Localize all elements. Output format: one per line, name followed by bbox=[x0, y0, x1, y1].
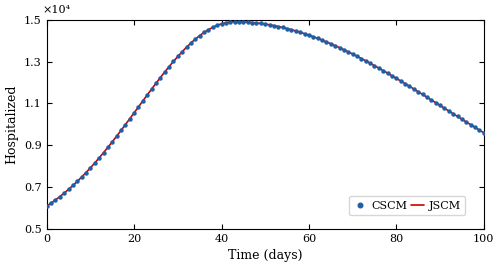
Line: JSCM: JSCM bbox=[46, 22, 484, 206]
X-axis label: Time (days): Time (days) bbox=[228, 250, 302, 262]
JSCM bbox=[249, 21, 255, 24]
Y-axis label: Hospitalized: Hospitalized bbox=[6, 85, 18, 164]
CSCM bbox=[481, 131, 487, 134]
Text: ×10⁴: ×10⁴ bbox=[42, 6, 70, 16]
JSCM bbox=[232, 20, 237, 23]
JSCM bbox=[376, 66, 382, 70]
CSCM bbox=[376, 66, 382, 70]
JSCM bbox=[354, 55, 360, 58]
CSCM bbox=[249, 21, 255, 24]
JSCM bbox=[481, 131, 487, 134]
CSCM bbox=[74, 180, 80, 183]
JSCM bbox=[153, 82, 159, 85]
CSCM bbox=[232, 20, 237, 23]
JSCM bbox=[74, 180, 80, 183]
CSCM bbox=[310, 35, 316, 38]
CSCM bbox=[153, 82, 159, 85]
JSCM bbox=[44, 204, 50, 208]
CSCM bbox=[44, 204, 50, 208]
CSCM bbox=[354, 55, 360, 58]
Legend: CSCM, JSCM: CSCM, JSCM bbox=[349, 196, 465, 215]
Line: CSCM: CSCM bbox=[45, 20, 486, 207]
JSCM bbox=[310, 35, 316, 38]
